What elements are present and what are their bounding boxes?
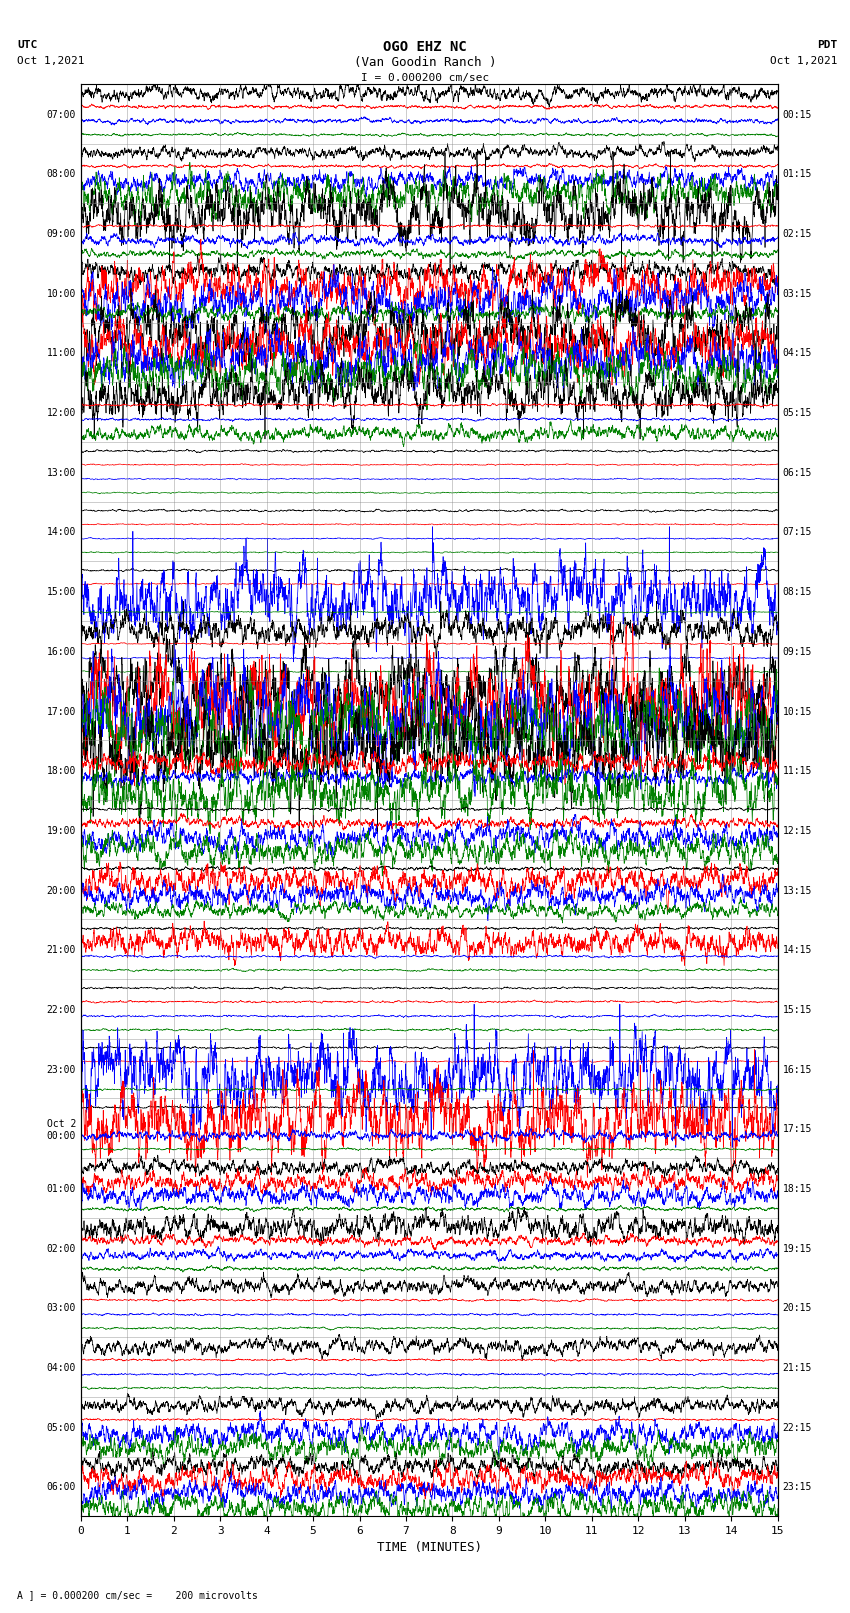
Text: PDT: PDT — [817, 40, 837, 50]
X-axis label: TIME (MINUTES): TIME (MINUTES) — [377, 1542, 482, 1555]
Text: I = 0.000200 cm/sec: I = 0.000200 cm/sec — [361, 73, 489, 82]
Text: Oct 1,2021: Oct 1,2021 — [770, 56, 837, 66]
Text: A ] = 0.000200 cm/sec =    200 microvolts: A ] = 0.000200 cm/sec = 200 microvolts — [17, 1590, 258, 1600]
Text: UTC: UTC — [17, 40, 37, 50]
Text: (Van Goodin Ranch ): (Van Goodin Ranch ) — [354, 56, 496, 69]
Text: Oct 1,2021: Oct 1,2021 — [17, 56, 84, 66]
Text: OGO EHZ NC: OGO EHZ NC — [383, 40, 467, 55]
